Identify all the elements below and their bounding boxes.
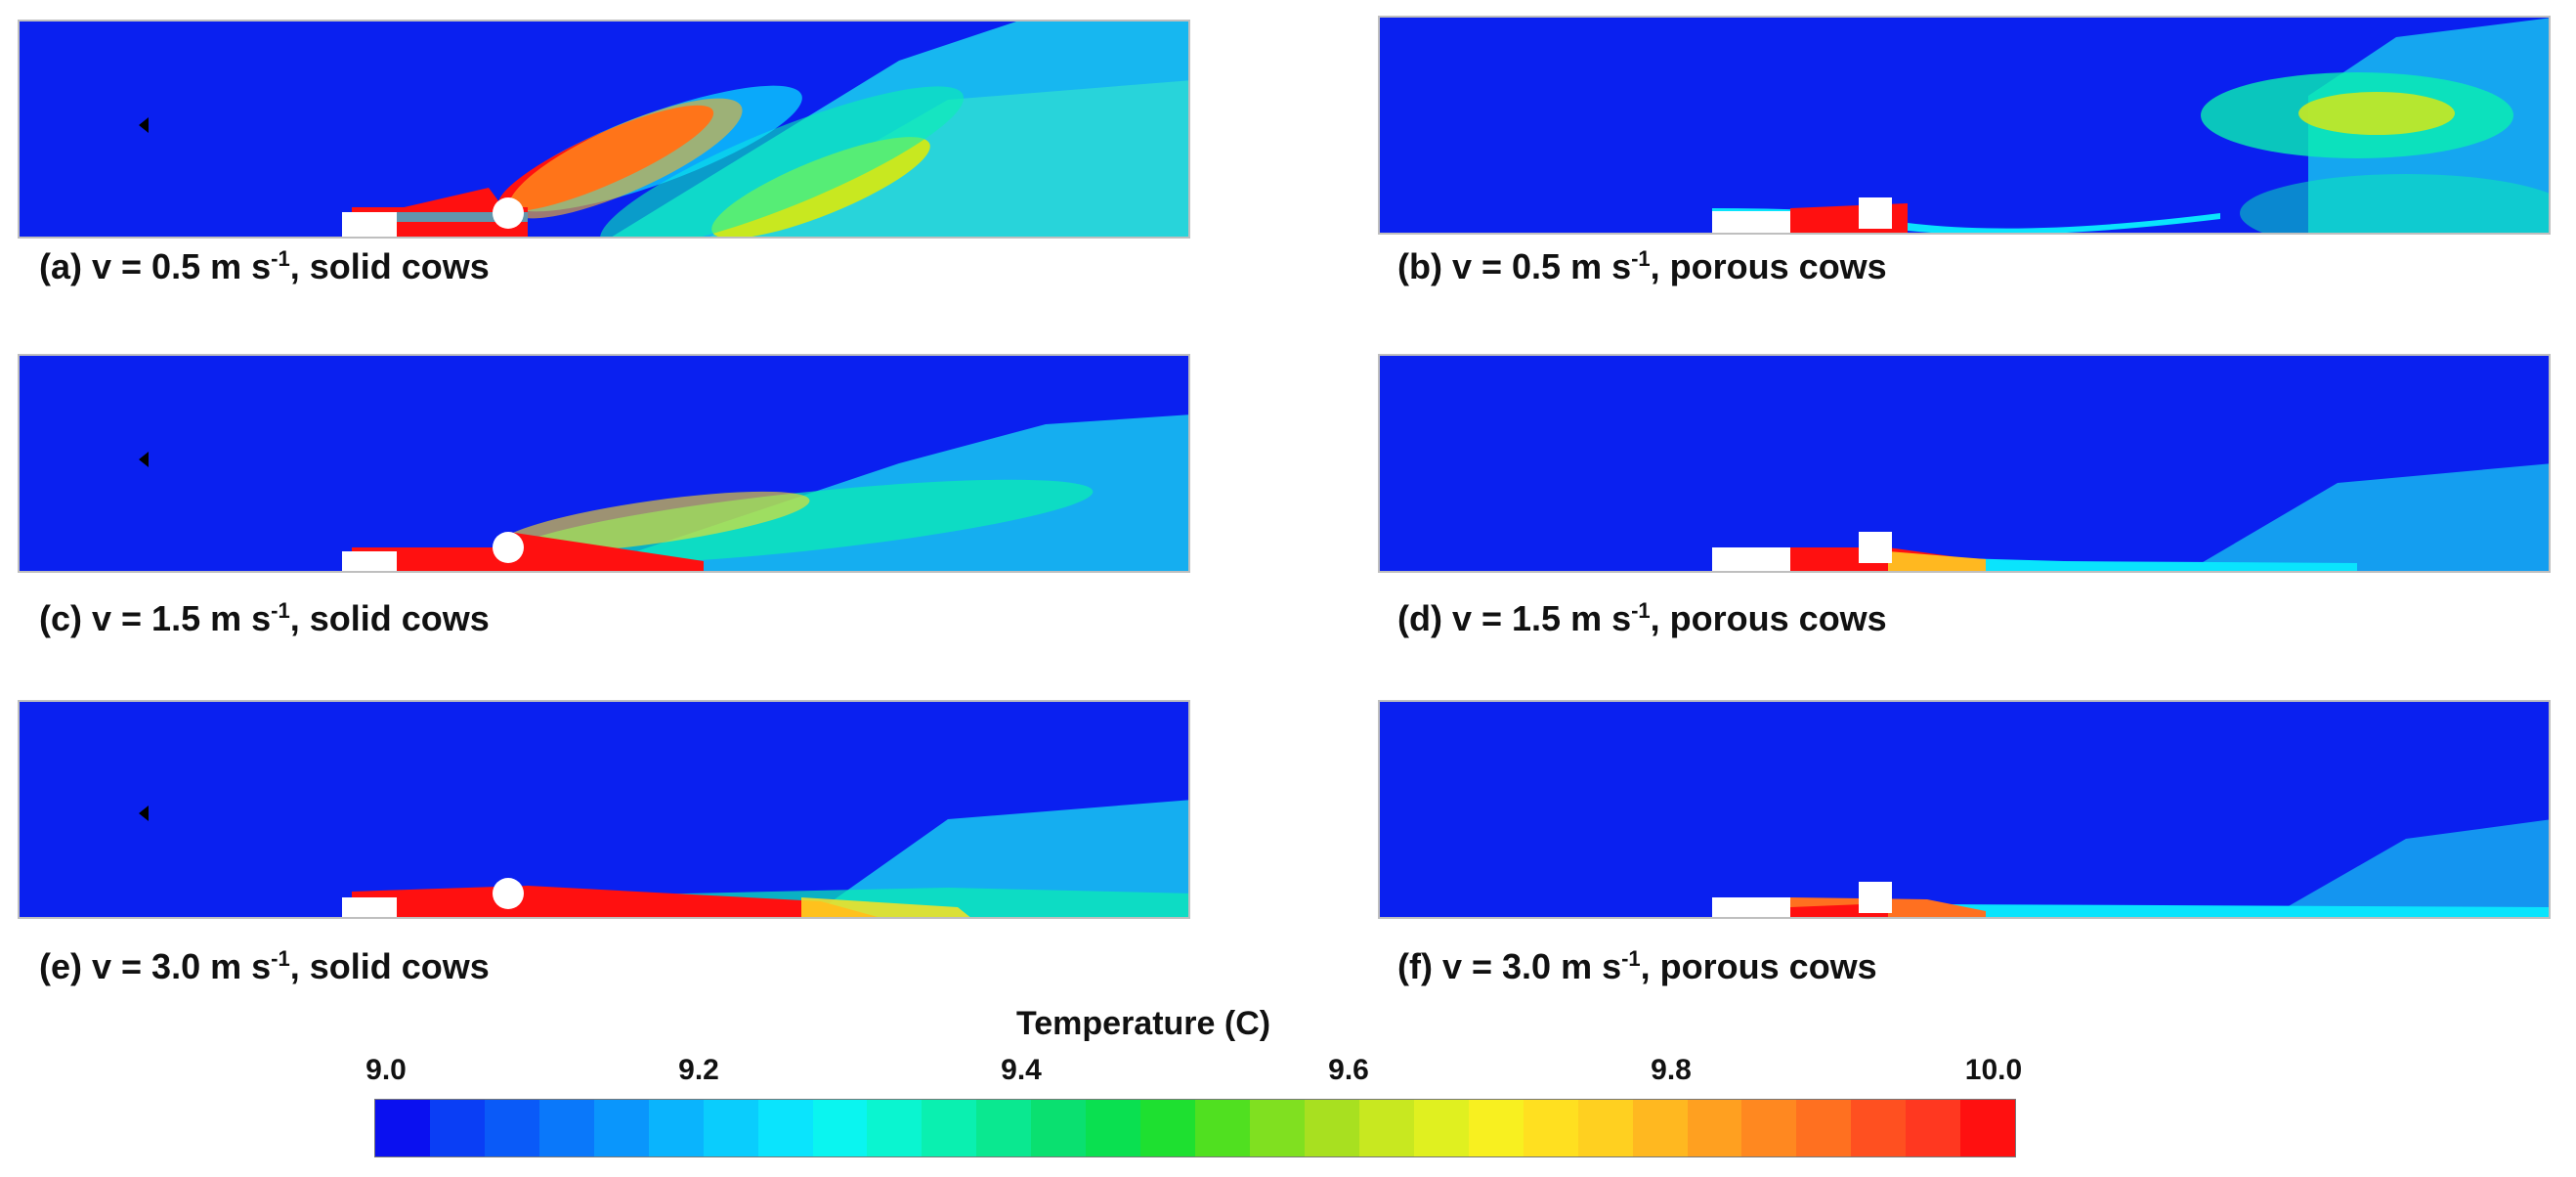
colorbar-swatch	[703, 1100, 758, 1156]
contour-panel-a	[18, 20, 1190, 239]
colorbar-swatch	[812, 1100, 868, 1156]
temperature-field-c	[139, 414, 1188, 571]
temperature-field-f	[1712, 819, 2549, 917]
colorbar-swatch	[922, 1100, 977, 1156]
colorbar-swatch	[1523, 1100, 1578, 1156]
legend-tick: 9.8	[1651, 1054, 1692, 1086]
colorbar-swatch	[1413, 1100, 1469, 1156]
temperature-colorbar	[374, 1099, 2016, 1157]
colorbar-swatch	[1086, 1100, 1141, 1156]
colorbar-swatch	[429, 1100, 485, 1156]
colorbar-swatch	[538, 1100, 594, 1156]
colorbar-swatch	[593, 1100, 649, 1156]
colorbar-swatch	[1140, 1100, 1196, 1156]
colorbar-swatch	[867, 1100, 923, 1156]
panel-caption-f: (f) v = 3.0 m s-1, porous cows	[1397, 946, 1877, 986]
colorbar-swatch	[1851, 1100, 1907, 1156]
legend-tick: 9.6	[1328, 1054, 1369, 1086]
panel-caption-b: (b) v = 0.5 m s-1, porous cows	[1397, 246, 1887, 286]
colorbar-swatch	[1468, 1100, 1524, 1156]
panel-caption-c: (c) v = 1.5 m s-1, solid cows	[39, 598, 490, 638]
colorbar-swatch	[1358, 1100, 1414, 1156]
colorbar-swatch	[1632, 1100, 1688, 1156]
colorbar-swatch	[1906, 1100, 1961, 1156]
contour-panel-d	[1378, 354, 2551, 573]
panel-caption-a: (a) v = 0.5 m s-1, solid cows	[39, 246, 490, 286]
legend-title: Temperature (C)	[1016, 1005, 1271, 1042]
legend-tick: 10.0	[1964, 1054, 2023, 1086]
temperature-field-d	[1712, 463, 2549, 571]
contour-panel-e	[18, 700, 1190, 919]
colorbar-swatch	[375, 1100, 430, 1156]
contour-panel-c	[18, 354, 1190, 573]
temperature-field-e	[139, 800, 1188, 917]
temperature-field-a	[139, 22, 1188, 237]
colorbar-swatch	[1960, 1100, 2016, 1156]
temperature-field-b	[1712, 18, 2549, 233]
colorbar-swatch	[1031, 1100, 1087, 1156]
contour-panel-b	[1378, 16, 2551, 235]
colorbar-swatch	[648, 1100, 704, 1156]
panel-caption-e: (e) v = 3.0 m s-1, solid cows	[39, 946, 490, 986]
colorbar-swatch	[1304, 1100, 1359, 1156]
contour-panel-f	[1378, 700, 2551, 919]
colorbar-swatch	[1195, 1100, 1250, 1156]
colorbar-swatch	[1741, 1100, 1797, 1156]
colorbar-swatch	[484, 1100, 539, 1156]
colorbar-swatch	[1577, 1100, 1633, 1156]
legend-tick: 9.0	[365, 1054, 407, 1086]
legend-tick: 9.4	[1001, 1054, 1042, 1086]
colorbar-swatch	[1796, 1100, 1852, 1156]
colorbar-swatch	[976, 1100, 1032, 1156]
legend-tick: 9.2	[678, 1054, 719, 1086]
colorbar-swatch	[1687, 1100, 1742, 1156]
panel-caption-d: (d) v = 1.5 m s-1, porous cows	[1397, 598, 1887, 638]
colorbar-swatch	[1250, 1100, 1305, 1156]
colorbar-swatch	[757, 1100, 813, 1156]
